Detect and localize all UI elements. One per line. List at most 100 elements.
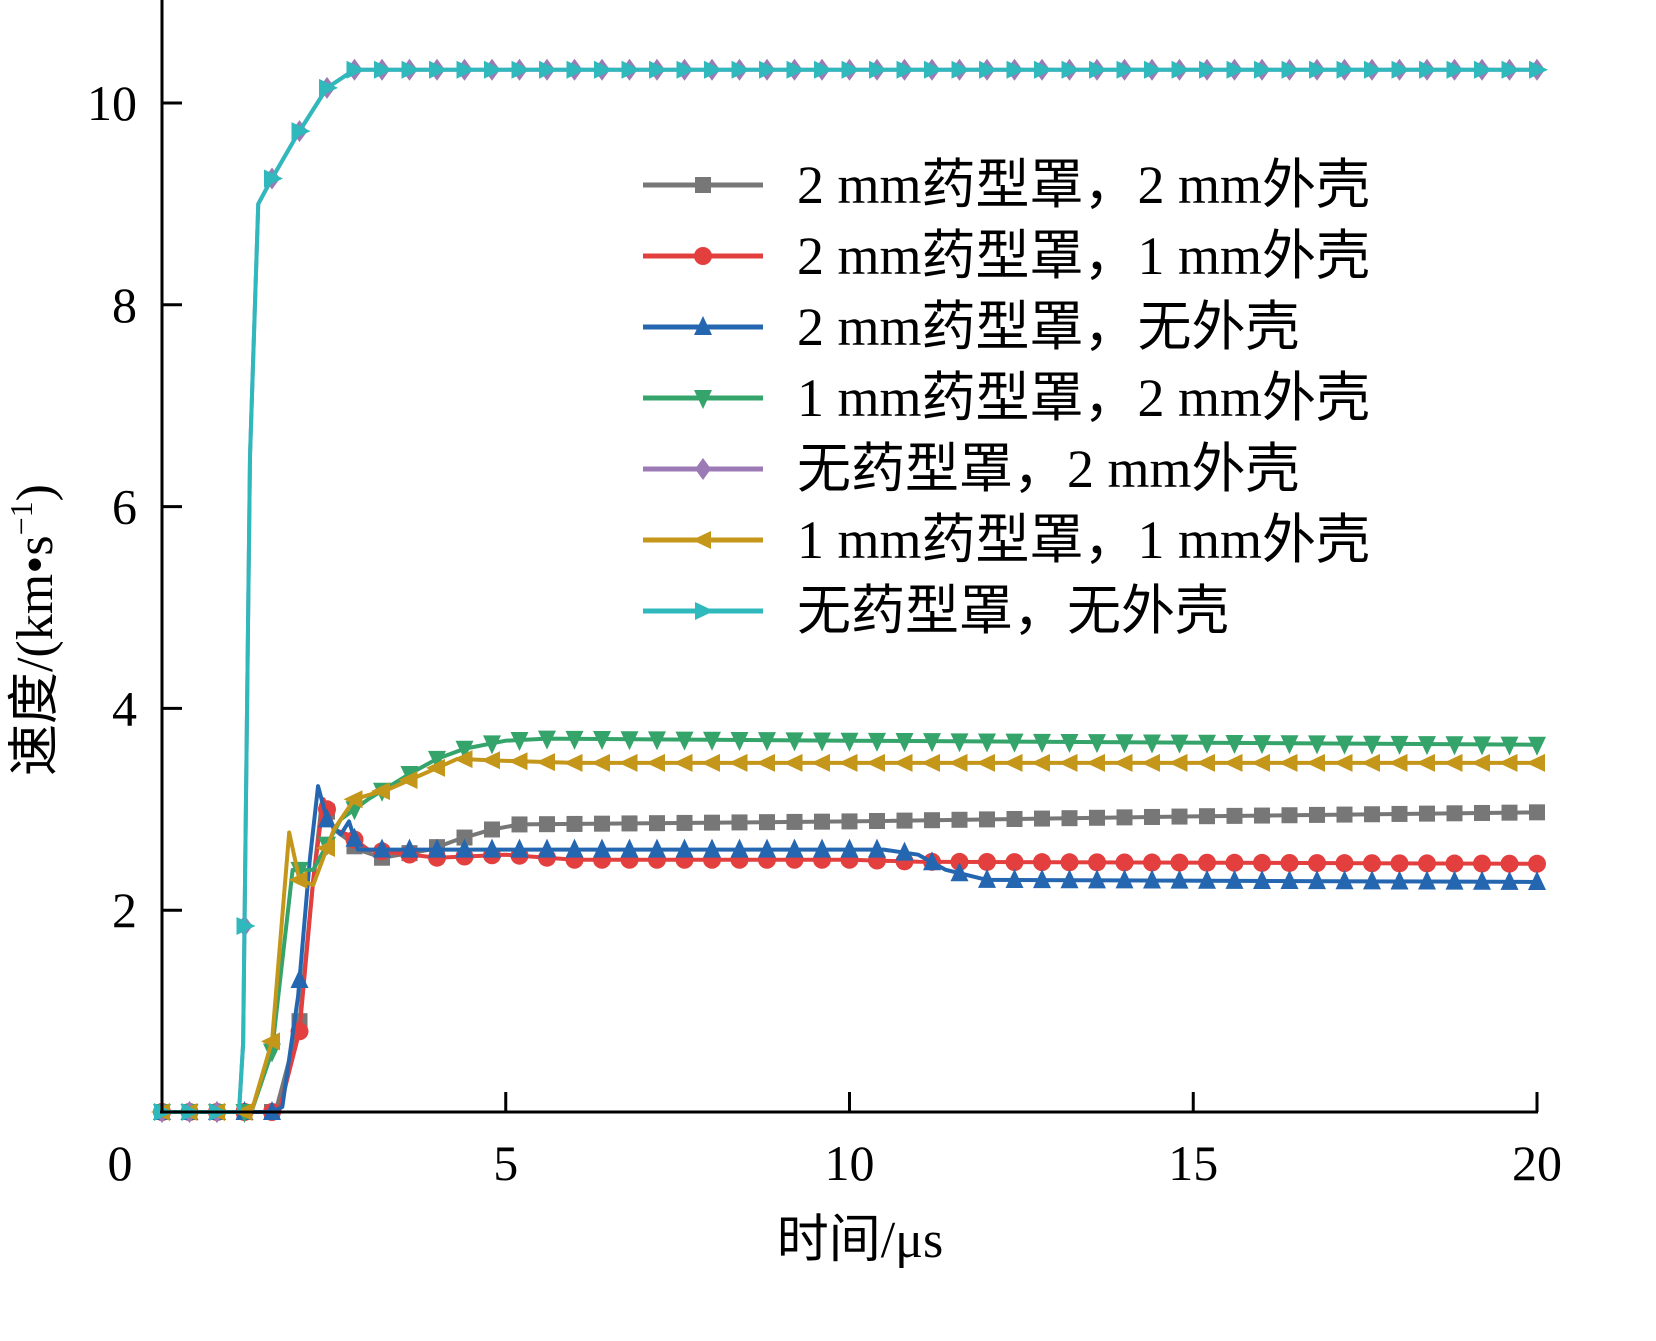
data-point-marker [924, 812, 940, 829]
data-point-marker [481, 751, 500, 770]
data-point-marker [1308, 735, 1326, 755]
data-point-marker [539, 816, 555, 833]
data-point-marker [400, 838, 419, 858]
x-tick-label: 10 [825, 1135, 875, 1191]
data-point-marker [786, 813, 803, 830]
data-point-marker [978, 852, 996, 871]
data-point-marker [869, 60, 888, 79]
data-point-marker [1391, 805, 1408, 822]
data-point-marker [1170, 869, 1189, 889]
data-point-marker [924, 60, 943, 79]
y-tick-label: 2 [112, 882, 137, 938]
data-point-marker [1446, 805, 1463, 822]
x-tick-label: 15 [1168, 1135, 1218, 1191]
data-point-marker [1528, 736, 1546, 756]
data-point-marker [1034, 60, 1053, 79]
data-point-marker [1363, 854, 1381, 873]
data-point-marker [1033, 733, 1051, 753]
data-point-marker [1031, 753, 1050, 772]
data-point-marker [1280, 735, 1299, 755]
data-point-marker [1418, 854, 1436, 873]
data-point-marker [1199, 60, 1218, 79]
data-point-marker [731, 814, 748, 831]
data-point-marker [1088, 853, 1106, 872]
data-point-marker [565, 838, 584, 858]
data-point-marker [923, 733, 941, 753]
legend-marker [695, 602, 714, 620]
data-point-marker [1005, 869, 1024, 889]
data-point-marker [484, 60, 503, 79]
data-point-marker [1089, 60, 1108, 79]
data-point-marker [838, 753, 858, 772]
data-point-marker [1143, 734, 1161, 754]
data-point-marker [291, 122, 311, 141]
data-point-marker [783, 753, 803, 772]
data-point-marker [428, 838, 446, 858]
data-point-marker [1254, 807, 1270, 824]
data-point-marker [1474, 804, 1490, 821]
data-point-marker [1390, 854, 1409, 873]
data-point-marker [1473, 736, 1491, 756]
data-point-marker [1309, 60, 1328, 79]
data-point-marker [1253, 853, 1271, 872]
series-4 [153, 730, 1546, 1123]
data-point-marker [1143, 853, 1161, 872]
data-point-marker [895, 841, 914, 861]
data-point-marker [786, 60, 806, 79]
data-point-marker [840, 732, 859, 752]
data-point-marker [484, 821, 500, 838]
data-point-marker [566, 815, 583, 832]
legend-item: 2 mm药型罩，无外壳 [643, 297, 1300, 357]
data-point-marker [538, 838, 556, 858]
data-point-marker [455, 740, 474, 760]
data-point-marker [730, 731, 749, 751]
data-point-marker [1500, 854, 1519, 873]
data-point-marker [1223, 753, 1243, 772]
legend-item: 1 mm药型罩，2 mm外壳 [643, 368, 1370, 428]
data-point-marker [1254, 60, 1273, 79]
data-point-marker [1251, 753, 1270, 772]
data-point-marker [319, 78, 338, 97]
data-point-marker [951, 811, 968, 828]
data-point-marker [1278, 753, 1298, 772]
data-point-marker [950, 852, 969, 871]
data-point-marker [1060, 733, 1079, 753]
data-point-marker [759, 60, 778, 79]
data-point-marker [1416, 753, 1435, 772]
data-point-marker [1005, 853, 1024, 872]
data-point-marker [618, 753, 638, 772]
data-point-marker [1226, 60, 1246, 79]
data-point-marker [1115, 853, 1134, 872]
data-point-marker [1086, 753, 1105, 772]
data-point-marker [539, 60, 558, 79]
data-point-marker [1308, 854, 1326, 873]
data-point-marker [428, 750, 446, 770]
data-point-marker [1361, 753, 1380, 772]
data-point-marker [921, 753, 940, 772]
legend-marker [694, 247, 712, 265]
data-point-marker [730, 838, 749, 858]
legend-label: 无药型罩，无外壳 [797, 581, 1229, 641]
data-point-marker [290, 968, 309, 988]
data-point-marker [456, 829, 473, 846]
data-point-marker [979, 60, 998, 79]
data-point-marker [1473, 854, 1491, 873]
data-point-marker [1281, 807, 1298, 824]
data-point-marker [1198, 734, 1216, 754]
data-point-marker [1473, 870, 1491, 890]
y-tick-label: 4 [112, 680, 137, 736]
data-point-marker [1171, 60, 1191, 79]
data-point-marker [675, 838, 694, 858]
data-point-marker [456, 60, 476, 79]
data-point-marker [1253, 869, 1271, 889]
ticks: 5 10 15 20 2 4 6 8 10 [87, 75, 1562, 1191]
data-point-marker [896, 60, 916, 79]
legend-item: 1 mm药型罩，1 mm外壳 [643, 510, 1370, 570]
data-point-marker [785, 732, 804, 752]
legend-item: 2 mm药型罩，1 mm外壳 [643, 226, 1370, 286]
data-point-marker [950, 733, 969, 753]
data-point-marker [1335, 870, 1354, 890]
data-point-marker [511, 816, 528, 833]
data-point-marker [759, 814, 775, 831]
data-point-marker [1226, 807, 1243, 824]
